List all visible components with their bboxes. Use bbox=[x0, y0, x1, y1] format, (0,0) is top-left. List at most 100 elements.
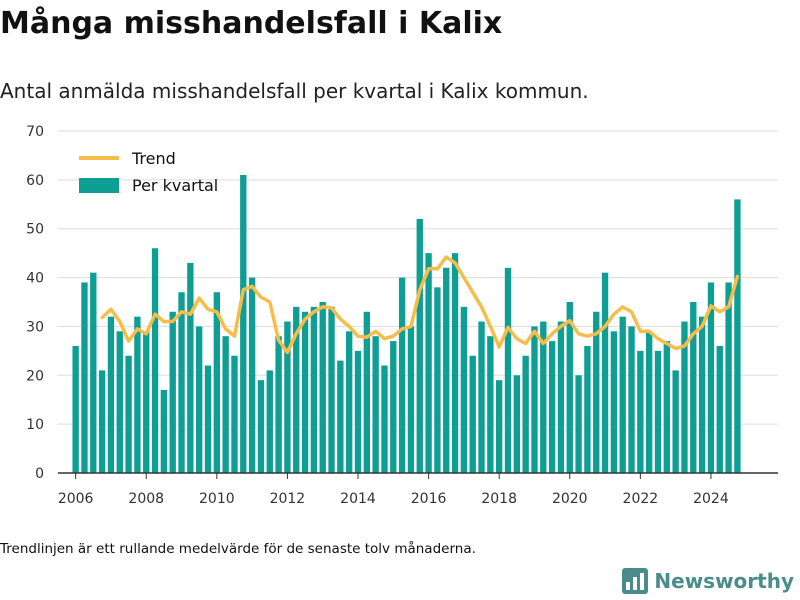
bar bbox=[98, 370, 106, 473]
bar bbox=[566, 302, 573, 473]
bar bbox=[222, 336, 229, 473]
bar bbox=[390, 341, 397, 473]
bar bbox=[619, 316, 626, 473]
bar bbox=[716, 345, 723, 473]
bar bbox=[522, 355, 529, 473]
bar bbox=[151, 248, 159, 473]
bar bbox=[575, 375, 582, 473]
x-tick-label-2018: 2018 bbox=[481, 491, 517, 507]
bars bbox=[72, 174, 741, 473]
bar bbox=[734, 199, 741, 473]
y-tick-label-0: 0 bbox=[35, 466, 44, 482]
bar bbox=[266, 370, 273, 473]
bar bbox=[354, 350, 362, 473]
bar bbox=[725, 282, 732, 473]
x-tick-label-2024: 2024 bbox=[693, 491, 729, 507]
trend-series bbox=[100, 255, 740, 355]
bar bbox=[548, 341, 556, 473]
y-tick-label-60: 60 bbox=[26, 173, 44, 189]
y-tick-label-70: 70 bbox=[26, 124, 44, 140]
y-tick-label-30: 30 bbox=[26, 319, 44, 335]
bar bbox=[160, 389, 168, 473]
bar bbox=[584, 345, 591, 473]
bar bbox=[363, 311, 370, 473]
bar bbox=[698, 316, 706, 473]
x-tick-label-2012: 2012 bbox=[270, 491, 306, 507]
bar bbox=[637, 350, 644, 473]
bar bbox=[416, 218, 423, 473]
legend-swatch-per-kvartal bbox=[79, 178, 119, 193]
footnote: Trendlinjen är ett rullande medelvärde f… bbox=[0, 541, 476, 557]
bar bbox=[310, 306, 318, 473]
x-tick-label-2020: 2020 bbox=[552, 491, 588, 507]
bar bbox=[557, 321, 565, 473]
bar bbox=[469, 355, 476, 473]
bar bbox=[346, 331, 353, 473]
bar bbox=[690, 302, 697, 473]
bar bbox=[496, 380, 503, 473]
bar bbox=[593, 311, 600, 473]
bar bbox=[169, 311, 176, 473]
bar bbox=[646, 331, 653, 473]
x-tick-label-2006: 2006 bbox=[58, 491, 94, 507]
bar bbox=[407, 326, 415, 473]
bar bbox=[293, 306, 300, 473]
bar bbox=[628, 326, 635, 473]
bar bbox=[213, 292, 220, 473]
legend-label-trend: Trend bbox=[131, 149, 176, 168]
bar bbox=[681, 321, 688, 473]
bar bbox=[301, 311, 309, 473]
x-tick-label-2016: 2016 bbox=[411, 491, 447, 507]
bar bbox=[398, 277, 406, 473]
bar bbox=[125, 355, 132, 473]
bar bbox=[663, 341, 670, 473]
axes: 0 10 20 30 40 50 60 70 2006 2008 2010 2012 2014 2016 2… bbox=[26, 124, 778, 507]
bar bbox=[513, 375, 520, 473]
bar bbox=[204, 365, 212, 473]
trend-line bbox=[100, 255, 740, 355]
bar bbox=[337, 360, 344, 473]
bar bbox=[672, 370, 679, 473]
bar bbox=[381, 365, 388, 473]
bar bbox=[196, 326, 203, 473]
legend-label-per-kvartal: Per kvartal bbox=[132, 176, 218, 195]
bar bbox=[707, 282, 715, 473]
x-tick-label-2010: 2010 bbox=[199, 491, 235, 507]
bar bbox=[134, 316, 141, 473]
brand: Newsworthy bbox=[622, 568, 794, 594]
bar bbox=[460, 306, 468, 473]
bar bbox=[284, 321, 291, 473]
y-tick-label-40: 40 bbox=[26, 271, 44, 287]
bar bbox=[531, 326, 538, 473]
bar bbox=[231, 355, 238, 473]
bar bbox=[451, 253, 459, 473]
brand-name: Newsworthy bbox=[654, 569, 794, 593]
y-tick-label-20: 20 bbox=[26, 368, 44, 384]
bar bbox=[187, 262, 194, 473]
bar bbox=[143, 331, 150, 473]
bar bbox=[81, 282, 88, 473]
bar bbox=[178, 292, 185, 473]
y-tick-label-10: 10 bbox=[26, 417, 44, 433]
bar bbox=[248, 277, 256, 473]
bar bbox=[434, 287, 441, 473]
bar bbox=[275, 336, 282, 473]
bar bbox=[240, 174, 247, 473]
y-tick-label-50: 50 bbox=[26, 222, 44, 238]
bar bbox=[487, 336, 494, 473]
bar bbox=[540, 321, 547, 473]
bar bbox=[654, 350, 662, 473]
bar bbox=[443, 267, 450, 473]
legend: Trend Per kvartal bbox=[79, 149, 218, 195]
bar bbox=[107, 316, 115, 473]
bar bbox=[610, 331, 618, 473]
chart-title: Många misshandelsfall i Kalix bbox=[0, 6, 503, 41]
newsworthy-logo-icon bbox=[622, 568, 649, 594]
bar bbox=[601, 272, 609, 473]
bar bbox=[504, 267, 512, 473]
bar bbox=[319, 302, 326, 473]
bar bbox=[478, 321, 485, 473]
x-tick-label-2008: 2008 bbox=[128, 491, 164, 507]
bar bbox=[116, 331, 123, 473]
chart: 0 10 20 30 40 50 60 70 2006 2008 2010 2012 2014 2016 2… bbox=[26, 124, 778, 507]
